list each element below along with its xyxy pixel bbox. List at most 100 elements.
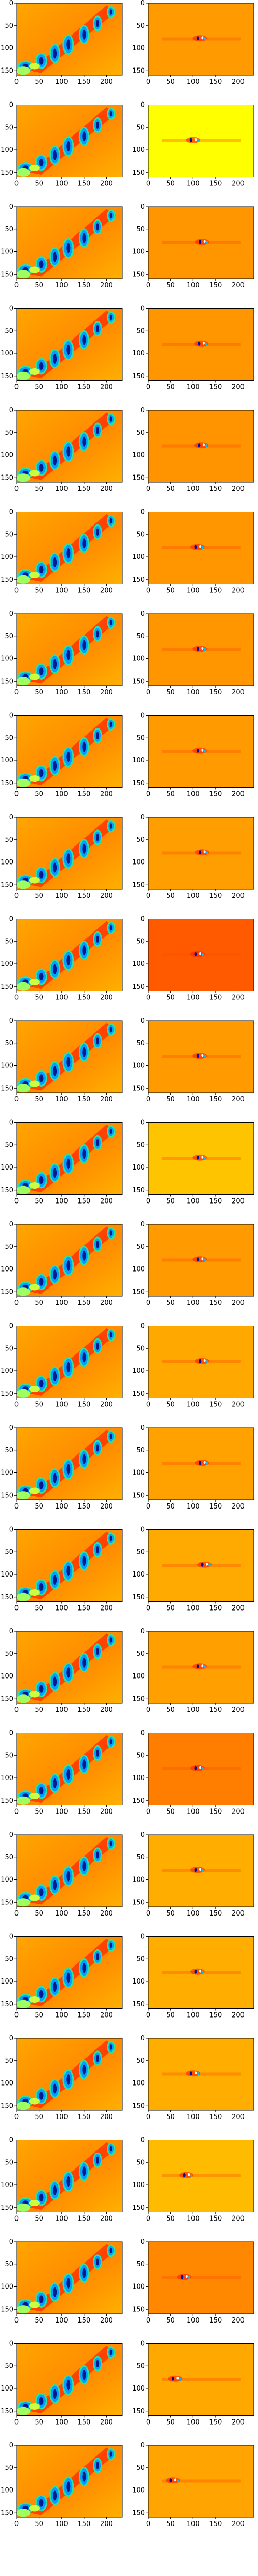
y-tick-label: 0 <box>9 406 13 414</box>
x-tick-label: 50 <box>35 1605 43 1613</box>
x-tick-label: 150 <box>77 1299 90 1307</box>
x-tick-label: 50 <box>35 1401 43 1409</box>
y-tick-label: 0 <box>9 1119 13 1127</box>
y-tick-label: 50 <box>5 1447 13 1454</box>
right-image-panel-13 <box>148 1224 254 1297</box>
x-tick-label: 150 <box>209 791 222 799</box>
y-tick-label: 150 <box>132 1797 145 1805</box>
left-image-panel-24 <box>16 2343 123 2416</box>
y-tick-label: 150 <box>132 2509 145 2517</box>
y-tick-label: 50 <box>136 124 145 131</box>
y-tick-label: 100 <box>1 960 13 968</box>
x-tick-label: 50 <box>35 282 43 290</box>
x-tick-label: 50 <box>166 384 175 392</box>
left-axes-3: 0 50 100 150 200 0 50 100 150 <box>1 203 113 290</box>
x-tick-label: 0 <box>14 689 19 697</box>
y-tick-label: 50 <box>136 531 145 538</box>
y-tick-label: 0 <box>9 1526 13 1534</box>
x-tick-label: 150 <box>77 689 90 697</box>
x-tick-label: 100 <box>187 1503 200 1511</box>
y-tick-label: 100 <box>1 757 13 765</box>
x-tick-label: 200 <box>100 180 113 188</box>
x-tick-label: 100 <box>187 1198 200 1206</box>
y-tick-label: 50 <box>5 22 13 30</box>
x-tick-label: 200 <box>100 1401 113 1409</box>
x-tick-label: 150 <box>77 791 90 799</box>
x-tick-label: 50 <box>166 2113 175 2121</box>
left-axes-16: 0 50 100 150 200 0 50 100 150 <box>1 1526 113 1613</box>
x-tick-label: 50 <box>35 180 43 188</box>
x-tick-label: 200 <box>232 1910 245 1918</box>
right-axes-22: 0 50 100 150 200 0 50 100 150 <box>132 2137 245 2223</box>
right-axes-12: 0 50 100 150 200 0 50 100 150 <box>132 1119 245 1206</box>
left-axes-10: 0 50 100 150 200 0 50 100 150 <box>1 916 113 1002</box>
x-tick-label: 100 <box>55 1299 68 1307</box>
x-tick-label: 200 <box>232 892 245 900</box>
x-tick-label: 0 <box>146 1096 150 1104</box>
x-tick-label: 150 <box>209 587 222 595</box>
y-tick-label: 50 <box>136 2464 145 2472</box>
y-tick-label: 100 <box>132 1164 145 1172</box>
y-tick-label: 50 <box>5 2261 13 2268</box>
x-tick-label: 150 <box>77 1401 90 1409</box>
x-tick-label: 50 <box>166 485 175 493</box>
x-tick-label: 100 <box>187 485 200 493</box>
x-tick-label: 150 <box>209 282 222 290</box>
right-axes-3: 0 50 100 150 200 0 50 100 150 <box>132 203 245 290</box>
y-tick-label: 150 <box>1 1594 13 1601</box>
x-tick-label: 150 <box>209 689 222 697</box>
right-axes-8: 0 50 100 150 200 0 50 100 150 <box>132 712 245 799</box>
left-axes-12: 0 50 100 150 200 0 50 100 150 <box>1 1119 113 1206</box>
y-tick-label: 50 <box>136 2057 145 2065</box>
x-tick-label: 200 <box>100 1198 113 1206</box>
right-image-panel-23 <box>148 2241 254 2314</box>
y-tick-label: 100 <box>132 1978 145 1986</box>
y-tick-label: 150 <box>132 1187 145 1194</box>
y-tick-label: 100 <box>1 1571 13 1579</box>
x-tick-label: 0 <box>14 1910 19 1918</box>
y-tick-label: 150 <box>1 677 13 685</box>
left-axes-23: 0 50 100 150 200 0 50 100 150 <box>1 2238 113 2325</box>
left-image-panel-12 <box>16 1122 123 1195</box>
y-tick-label: 150 <box>132 67 145 75</box>
x-tick-label: 50 <box>166 2520 175 2528</box>
left-axes-2: 0 50 100 150 200 0 50 100 150 <box>1 101 113 188</box>
x-tick-label: 100 <box>55 1096 68 1104</box>
y-tick-label: 100 <box>132 452 145 460</box>
x-tick-label: 0 <box>146 1910 150 1918</box>
y-tick-label: 100 <box>132 1367 145 1375</box>
y-tick-label: 100 <box>1 1673 13 1681</box>
right-axes-25: 0 50 100 150 200 0 50 100 150 <box>132 2442 245 2528</box>
x-tick-label: 200 <box>232 2113 245 2121</box>
y-tick-label: 150 <box>1 1084 13 1092</box>
x-tick-label: 0 <box>146 1198 150 1206</box>
y-tick-label: 0 <box>9 2035 13 2042</box>
x-tick-label: 200 <box>100 485 113 493</box>
y-tick-label: 100 <box>132 1266 145 1274</box>
x-tick-label: 50 <box>35 2215 43 2223</box>
x-tick-label: 200 <box>100 2520 113 2528</box>
y-tick-label: 0 <box>9 712 13 720</box>
y-tick-label: 0 <box>9 203 13 211</box>
y-tick-label: 50 <box>136 633 145 640</box>
left-image-panel-6 <box>16 512 123 584</box>
x-tick-label: 0 <box>146 892 150 900</box>
x-tick-label: 50 <box>166 78 175 86</box>
y-tick-label: 0 <box>9 101 13 109</box>
y-tick-label: 150 <box>1 983 13 991</box>
y-tick-label: 150 <box>1 2306 13 2313</box>
right-image-panel-3 <box>148 206 254 279</box>
x-tick-label: 50 <box>166 791 175 799</box>
x-tick-label: 200 <box>232 2012 245 2020</box>
y-tick-label: 100 <box>1 2181 13 2189</box>
y-tick-label: 50 <box>5 734 13 742</box>
right-image-panel-5 <box>148 410 254 483</box>
x-tick-label: 50 <box>166 587 175 595</box>
y-tick-label: 0 <box>9 1628 13 1635</box>
x-tick-label: 0 <box>146 1299 150 1307</box>
x-tick-label: 150 <box>209 2215 222 2223</box>
x-tick-label: 0 <box>146 791 150 799</box>
x-tick-label: 200 <box>100 1706 113 1714</box>
y-tick-label: 100 <box>132 2080 145 2088</box>
x-tick-label: 200 <box>100 1808 113 1816</box>
